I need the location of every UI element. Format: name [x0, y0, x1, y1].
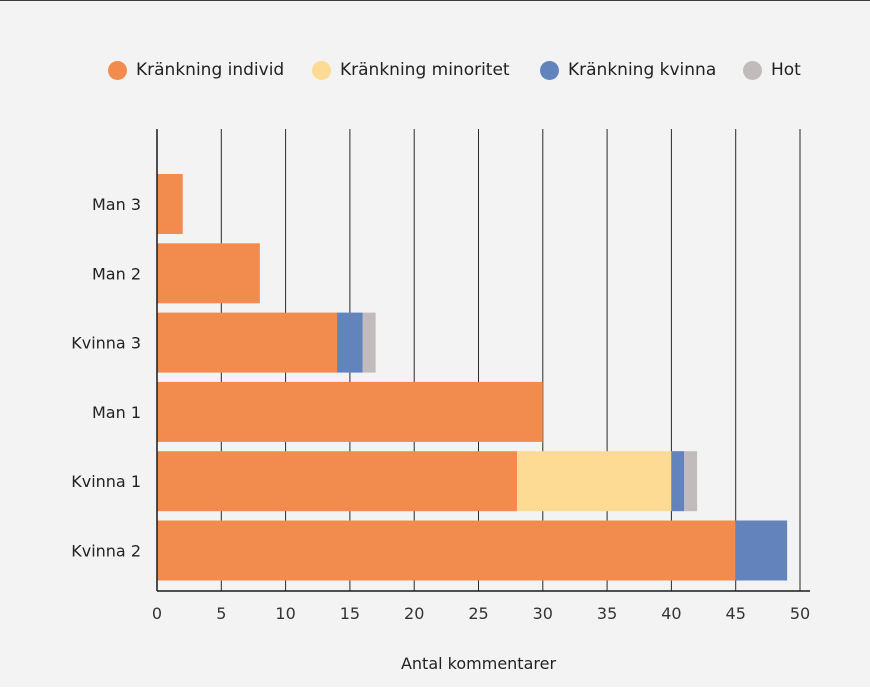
legend-label: Kränkning individ	[136, 60, 285, 80]
bar-man-2-krankning-individ	[157, 243, 260, 304]
axes	[156, 129, 810, 592]
category-label: Man 3	[92, 195, 141, 214]
legend-item-hot: Hot	[743, 55, 801, 85]
x-tick-label: 25	[468, 604, 488, 623]
legend-label: Hot	[771, 60, 801, 80]
bar-kvinna-2-krankning-individ	[157, 520, 736, 581]
legend-swatch	[108, 60, 127, 80]
legend-item-krankning-individ: Kränkning individ	[108, 55, 284, 85]
legend-label: Kränkning kvinna	[568, 60, 717, 80]
legend-swatch	[540, 60, 559, 80]
x-axis-title: Antal kommentarer	[401, 654, 556, 673]
bar-kvinna-1-krankning-individ	[157, 451, 518, 512]
legend: Kränkning individ Kränkning minoritet Krän…	[0, 55, 870, 85]
legend-swatch	[312, 60, 331, 80]
x-tick-label: 40	[661, 604, 681, 623]
x-tick-label: 45	[726, 604, 746, 623]
bar-kvinna-1-krankning-kvinna	[671, 451, 685, 512]
x-tick-label: 20	[404, 604, 424, 623]
x-tick-label: 10	[275, 604, 295, 623]
category-label: Man 2	[92, 264, 141, 283]
bars	[157, 174, 788, 581]
x-tick-label: 0	[152, 604, 162, 623]
bar-man-3-krankning-individ	[157, 174, 183, 234]
bar-man-1-krankning-individ	[157, 381, 543, 442]
x-tick-label: 35	[597, 604, 617, 623]
x-tick-labels: 0 5 10 15 20 25 30 35 40 45 50	[152, 604, 810, 623]
legend-swatch	[743, 60, 762, 80]
x-tick-label: 50	[790, 604, 810, 623]
legend-item-krankning-minoritet: Kränkning minoritet	[312, 55, 510, 85]
legend-label: Kränkning minoritet	[340, 60, 510, 80]
category-label: Man 1	[92, 403, 141, 422]
bar-kvinna-3-krankning-individ	[157, 312, 338, 373]
legend-item-krankning-kvinna: Kränkning kvinna	[540, 55, 716, 85]
bar-kvinna-3-hot	[362, 312, 376, 373]
bar-kvinna-1-hot	[684, 451, 698, 512]
bar-kvinna-1-krankning-minoritet	[517, 451, 672, 512]
category-label: Kvinna 3	[71, 334, 141, 353]
category-label: Kvinna 1	[71, 472, 141, 491]
category-labels: Man 3 Man 2 Kvinna 3 Man 1 Kvinna 1 Kvinna 2	[71, 195, 141, 561]
x-tick-label: 30	[533, 604, 553, 623]
bar-kvinna-2-krankning-kvinna	[735, 520, 788, 581]
x-tick-label: 5	[216, 604, 226, 623]
x-tick-label: 15	[340, 604, 360, 623]
bar-kvinna-3-krankning-kvinna	[337, 312, 363, 373]
category-label: Kvinna 2	[71, 542, 141, 561]
